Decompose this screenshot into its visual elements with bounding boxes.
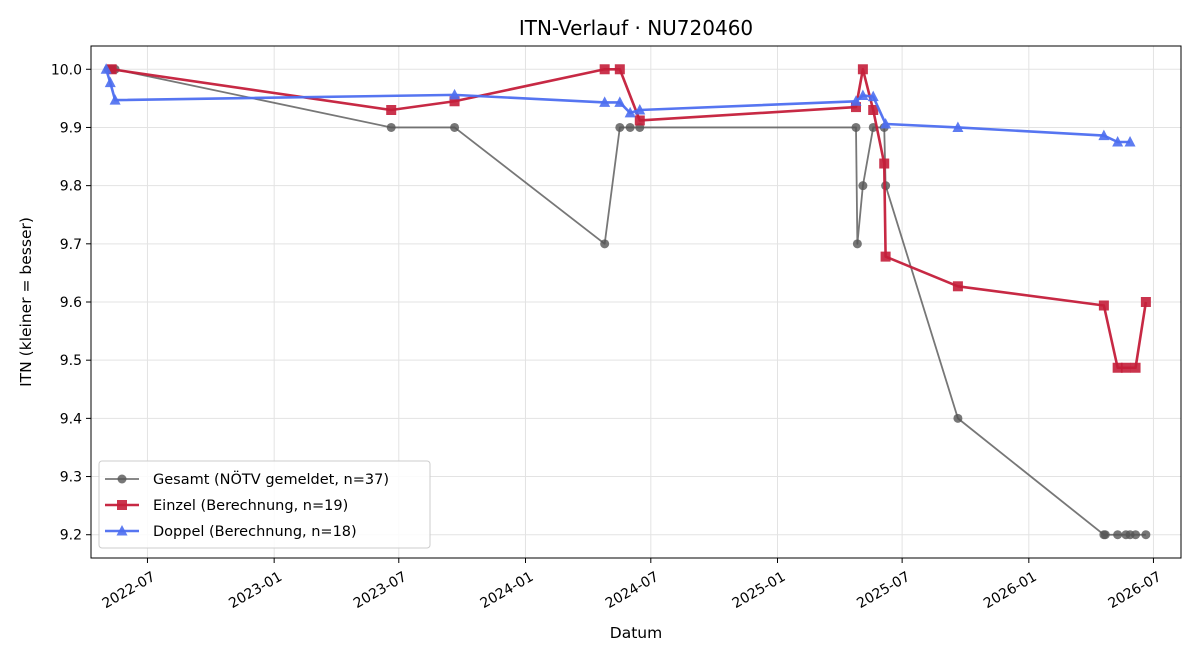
y-tick-label: 9.3 <box>60 470 82 486</box>
data-point <box>1120 362 1131 373</box>
data-point <box>880 251 891 262</box>
data-point <box>1112 136 1124 147</box>
data-point <box>1130 362 1141 373</box>
legend-box <box>98 460 431 549</box>
x-axis: 2022-07 2023-01 2023-07 2024-01 2024-07 2025-… <box>100 558 1165 612</box>
data-point <box>449 88 461 100</box>
data-point <box>386 105 397 115</box>
data-point <box>880 117 892 129</box>
data-point <box>1098 300 1109 311</box>
legend: Gesamt (NÖTV gemeldet, n=37) Einzel (Bere… <box>98 460 431 549</box>
x-tick-label: 2023-01 <box>226 569 285 612</box>
chart-title: ITN-Verlauf · NU720460 <box>519 16 753 40</box>
data-point <box>1098 129 1110 141</box>
data-point <box>1124 136 1136 147</box>
x-tick-label: 2024-01 <box>478 569 537 612</box>
x-tick-label: 2026-01 <box>981 569 1040 612</box>
data-point <box>858 181 868 191</box>
data-point <box>952 121 964 132</box>
data-point <box>449 96 460 107</box>
data-point <box>599 64 610 75</box>
y-tick-label: 9.8 <box>60 179 82 195</box>
data-point <box>600 239 610 249</box>
data-point <box>879 158 890 169</box>
series-layer <box>100 63 1151 540</box>
data-point <box>624 106 636 118</box>
series-square <box>106 64 1151 373</box>
y-tick-label: 9.9 <box>60 120 82 136</box>
data-point <box>634 115 645 126</box>
legend-label: Gesamt (NÖTV gemeldet, n=37) <box>153 470 389 488</box>
data-point <box>614 64 625 75</box>
series-line <box>104 68 1131 144</box>
data-point <box>104 76 116 88</box>
legend-marker <box>117 500 127 510</box>
data-point <box>100 63 112 74</box>
data-point <box>1112 362 1123 373</box>
data-point <box>867 90 879 102</box>
data-point <box>857 89 869 100</box>
series-triangle <box>100 63 1136 147</box>
data-point <box>1100 530 1110 540</box>
legend-label: Doppel (Berechnung, n=18) <box>153 524 357 540</box>
x-tick-label: 2026-07 <box>1106 569 1165 612</box>
data-point <box>106 64 117 75</box>
data-point <box>868 105 879 115</box>
x-tick-label: 2024-07 <box>603 569 662 612</box>
x-axis-label: Datum <box>610 624 662 642</box>
x-tick-label: 2022-07 <box>100 569 159 612</box>
data-point <box>386 122 396 132</box>
data-point <box>953 413 963 423</box>
data-point <box>450 122 460 132</box>
x-tick-label: 2025-07 <box>854 569 913 612</box>
data-point <box>1141 530 1151 540</box>
grid-lines <box>91 46 1181 558</box>
data-point <box>852 239 862 249</box>
data-point <box>1140 297 1151 307</box>
legend-marker <box>117 474 127 484</box>
legend-label: Einzel (Berechnung, n=19) <box>153 498 348 514</box>
y-axis: 9.2 9.3 9.4 9.5 9.6 9.7 9.8 9.9 10.0 <box>51 62 91 544</box>
data-point <box>109 94 121 105</box>
y-tick-label: 9.2 <box>60 528 82 544</box>
y-tick-label: 9.5 <box>60 353 82 369</box>
legend-marker <box>116 525 128 536</box>
data-point <box>850 102 861 113</box>
y-axis-label: ITN (kleiner = besser) <box>17 217 35 387</box>
x-tick-label: 2023-07 <box>351 569 410 612</box>
data-point <box>857 64 868 75</box>
data-point <box>1113 530 1123 540</box>
data-point <box>851 122 861 132</box>
data-point <box>952 281 963 292</box>
data-point <box>599 96 611 107</box>
y-tick-label: 9.4 <box>60 411 82 427</box>
x-tick-label: 2025-01 <box>730 569 789 612</box>
y-tick-label: 9.7 <box>60 237 82 253</box>
y-tick-label: 9.6 <box>60 295 82 311</box>
y-tick-label: 10.0 <box>51 62 82 78</box>
data-point <box>850 95 862 106</box>
data-point <box>615 122 625 132</box>
data-point <box>614 96 626 107</box>
data-point <box>1131 530 1141 540</box>
data-point <box>634 104 646 115</box>
data-point <box>625 122 635 132</box>
